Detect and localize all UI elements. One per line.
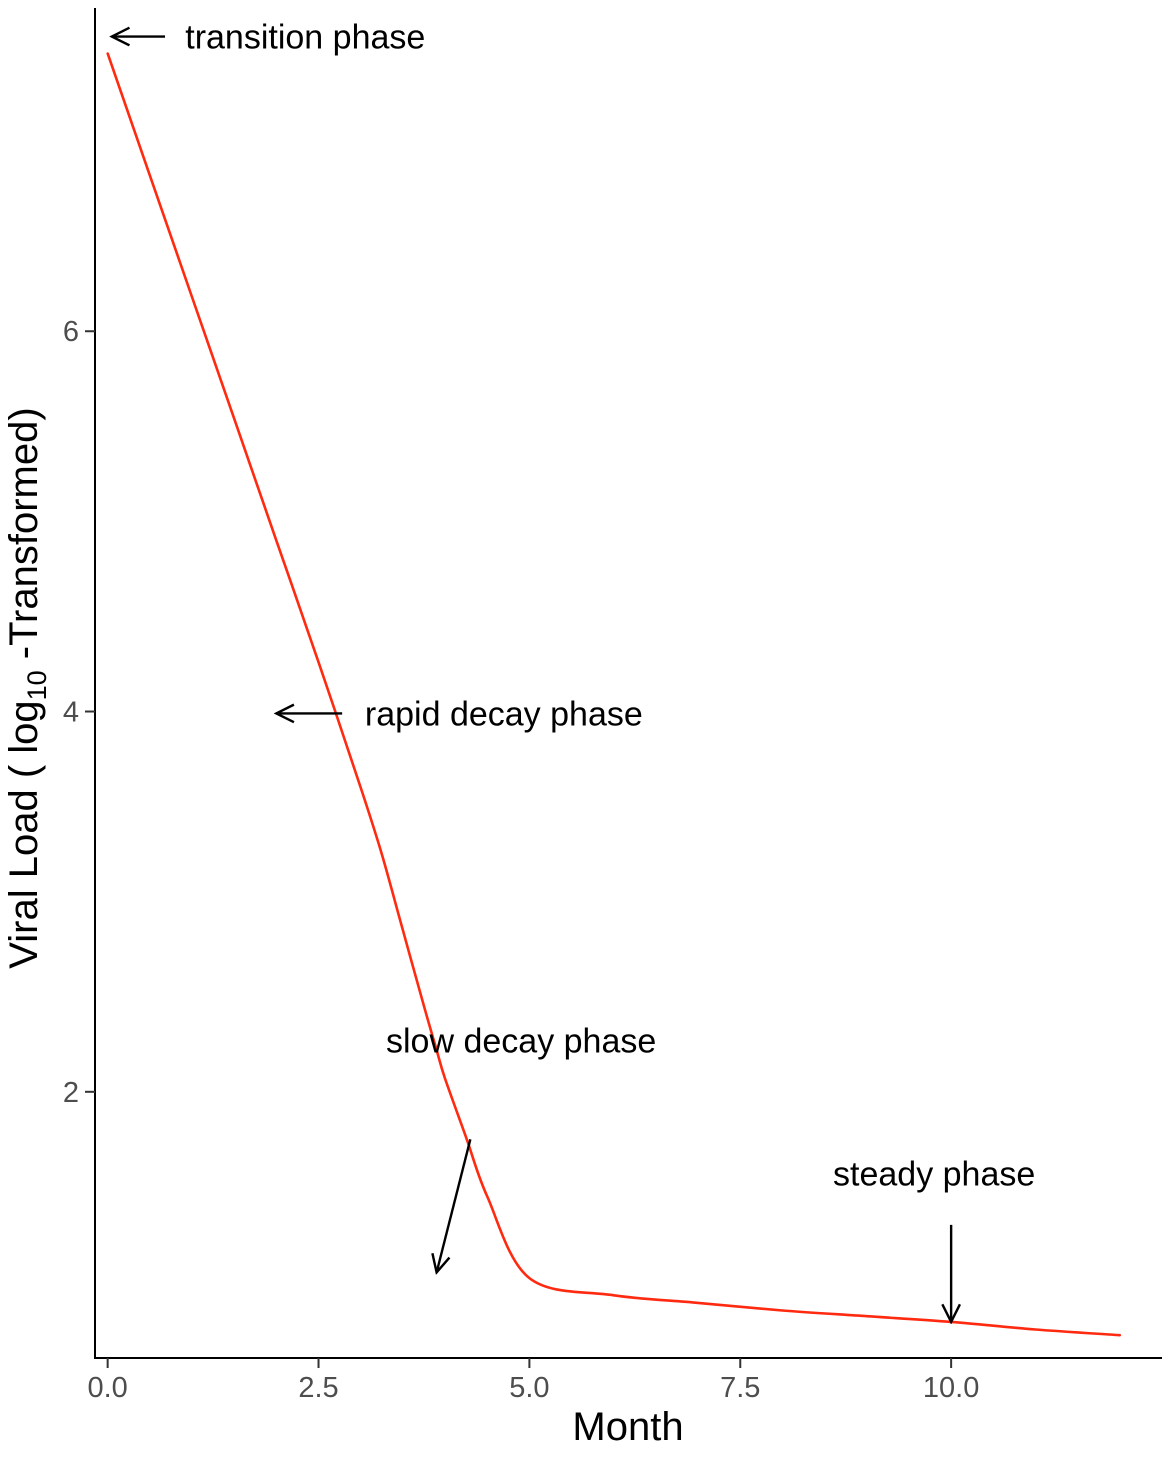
annotation-label: slow decay phase xyxy=(386,1022,656,1060)
annotation-label: rapid decay phase xyxy=(365,695,643,733)
viral-load-line xyxy=(106,52,1122,1337)
x-tick-label: 2.5 xyxy=(298,1372,338,1404)
y-axis-title-main: Viral Load ( log xyxy=(2,700,46,968)
y-axis-title-rest: -Transformed) xyxy=(2,407,46,670)
annotation-label: steady phase xyxy=(833,1156,1035,1194)
plot-area xyxy=(106,52,1122,1337)
y-axis-ticks: 2 4 6 xyxy=(63,316,95,1109)
x-axis-title: Month xyxy=(572,1405,683,1449)
y-tick-label: 4 xyxy=(63,697,79,729)
annotations: transition phase rapid decay phase slow de… xyxy=(112,19,1035,1322)
y-axis-title-subscript: 10 xyxy=(22,670,52,700)
axes xyxy=(94,8,1162,1359)
y-tick-label: 2 xyxy=(63,1077,79,1109)
annotation-label: transition phase xyxy=(185,19,425,57)
y-axis-title: Viral Load ( log10 -Transformed) xyxy=(2,407,52,968)
x-tick-label: 10.0 xyxy=(923,1372,979,1404)
y-tick-label: 6 xyxy=(63,316,79,348)
annotation-arrow xyxy=(437,1139,472,1272)
x-tick-label: 0.0 xyxy=(87,1372,127,1404)
x-tick-label: 7.5 xyxy=(720,1372,760,1404)
x-axis-ticks: 0.0 2.5 5.0 7.5 10.0 xyxy=(87,1358,979,1404)
x-tick-label: 5.0 xyxy=(509,1372,549,1404)
